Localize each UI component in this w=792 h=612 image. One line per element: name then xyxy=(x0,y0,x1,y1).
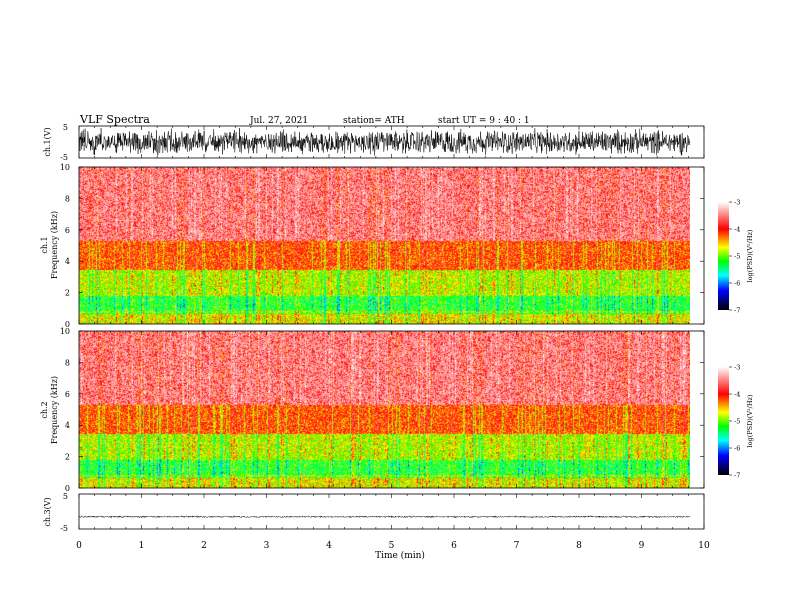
ch1-colorbar-label: log(PSD)(V²/Hz) xyxy=(746,229,754,282)
ch1-spectrogram-xticks xyxy=(78,167,705,324)
time-tick-label: 10 xyxy=(698,541,710,551)
ch3-ytick-bottom: -5 xyxy=(60,524,68,533)
ch2-spectrogram-image xyxy=(79,331,690,488)
ch1-waveform-panel: 5 -5 ch.1(V) xyxy=(43,123,705,162)
frequency-tick-label: 8 xyxy=(65,358,70,367)
frequency-tick-label: 6 xyxy=(65,226,70,235)
ch1-colorbar: -3 -4 -5 -6 -7 log(PSD)(V²/Hz) xyxy=(718,199,754,315)
ch2-spectrogram-panel: 0 2 4 6 8 10 ch.2 Frequency (kHz) xyxy=(40,327,705,493)
ch1-colorbar-gradient xyxy=(718,202,729,310)
time-tick-label: 6 xyxy=(451,541,457,551)
time-axis-tick-labels: 0 1 2 3 4 5 6 7 8 9 10 xyxy=(76,541,710,551)
colorbar-tick-label: -6 xyxy=(734,445,740,453)
ch1-spec-ylabel-line2: Frequency (kHz) xyxy=(50,211,59,279)
time-tick-label: 4 xyxy=(326,541,332,551)
frequency-tick-label: 2 xyxy=(65,289,70,298)
ch1-spectrogram-yticks: 0 2 4 6 8 10 xyxy=(60,163,704,329)
ch1-spec-ylabel-line1: ch.1 xyxy=(40,236,49,253)
ch1-waveform-trace xyxy=(78,127,691,156)
ch3-ytick-top: 5 xyxy=(63,492,68,501)
frequency-tick-label: 2 xyxy=(65,453,70,462)
ch2-spec-ylabel-line1: ch.2 xyxy=(40,401,49,418)
ch2-colorbar-gradient xyxy=(718,367,729,475)
frequency-tick-label: 4 xyxy=(65,257,70,266)
ch2-colorbar: -3 -4 -5 -6 -7 log(PSD)(V²/Hz) xyxy=(718,364,754,480)
colorbar-tick-label: -7 xyxy=(734,307,740,315)
ch2-colorbar-ticks: -3 -4 -5 -6 -7 xyxy=(729,364,740,480)
date-label: Jul. 27, 2021 xyxy=(249,116,308,126)
ch3-waveform-xticks xyxy=(78,494,705,529)
colorbar-tick-label: -4 xyxy=(734,226,740,234)
time-tick-label: 1 xyxy=(139,541,145,551)
time-tick-label: 8 xyxy=(576,541,582,551)
station-label: station= ATH xyxy=(343,116,405,126)
ch2-colorbar-label: log(PSD)(V²/Hz) xyxy=(746,394,754,447)
frequency-tick-label: 4 xyxy=(65,421,70,430)
time-tick-label: 3 xyxy=(264,541,270,551)
frequency-tick-label: 8 xyxy=(65,194,70,203)
spectrogram-raster xyxy=(79,331,690,488)
ch3-ylabel: ch.3(V) xyxy=(43,497,52,526)
time-tick-label: 9 xyxy=(639,541,645,551)
colorbar-tick-label: -3 xyxy=(734,364,740,372)
ch2-spectrogram-xticks xyxy=(78,331,705,488)
colorbar-tick-label: -6 xyxy=(734,280,740,288)
ch3-waveform-panel: 5 -5 ch.3(V) 0 1 2 3 4 5 6 7 8 9 10 Time (min) xyxy=(43,492,710,561)
frequency-tick-label: 10 xyxy=(60,327,70,336)
time-tick-label: 0 xyxy=(76,541,82,551)
colorbar-tick-label: -3 xyxy=(734,199,740,207)
frequency-tick-label: 10 xyxy=(60,163,70,172)
time-tick-label: 2 xyxy=(201,541,207,551)
frequency-tick-label: 6 xyxy=(65,390,70,399)
colorbar-tick-label: -5 xyxy=(734,418,740,426)
waveform-line xyxy=(78,127,691,156)
time-tick-label: 5 xyxy=(389,541,395,551)
spectrogram-raster xyxy=(79,167,690,324)
frequency-tick-label: 0 xyxy=(65,484,70,493)
ch1-ylabel: ch.1(V) xyxy=(43,127,52,156)
colorbar-tick-label: -5 xyxy=(734,253,740,261)
ch1-spectrogram-panel: 0 2 4 6 8 10 ch.1 Frequency (kHz) xyxy=(40,163,705,329)
ch2-spectrogram-yticks: 0 2 4 6 8 10 xyxy=(60,327,704,493)
colorbar-tick-label: -7 xyxy=(734,472,740,480)
ch1-colorbar-ticks: -3 -4 -5 -6 -7 xyxy=(729,199,740,315)
ch3-waveform-frame xyxy=(78,493,705,530)
ch1-waveform-frame xyxy=(78,125,705,159)
ch1-waveform-xticks xyxy=(78,126,705,158)
waveform-line xyxy=(78,514,691,519)
ch1-ytick-bottom: -5 xyxy=(60,153,68,162)
time-axis-label: Time (min) xyxy=(375,550,425,561)
ch1-ytick-top: 5 xyxy=(63,123,68,132)
time-tick-label: 7 xyxy=(514,541,520,551)
ch2-spec-ylabel-line2: Frequency (kHz) xyxy=(50,376,59,444)
frequency-tick-label: 0 xyxy=(65,320,70,329)
ch1-spectrogram-image xyxy=(79,167,690,324)
ch3-waveform-trace xyxy=(78,514,691,519)
colorbar-tick-label: -4 xyxy=(734,391,740,399)
figure-title: VLF Spectra xyxy=(79,113,150,126)
start-time-label: start UT = 9 : 40 : 1 xyxy=(438,116,530,126)
